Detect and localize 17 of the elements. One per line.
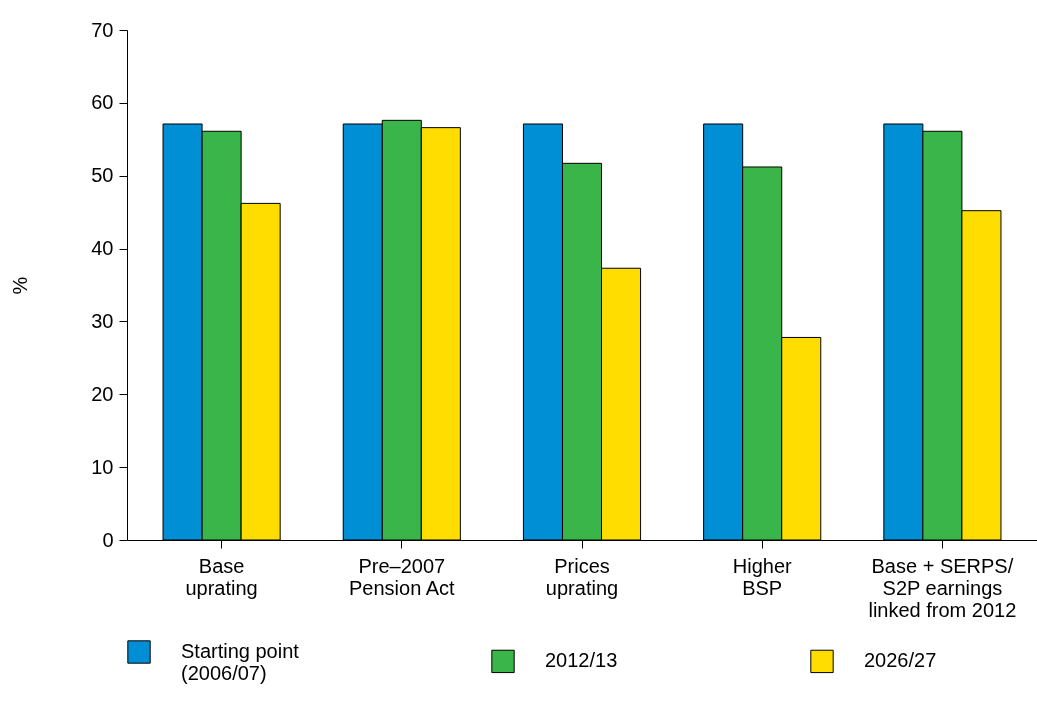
x-tick-label: Base + SERPS/ S2P earnings linked from 2012 bbox=[868, 554, 1017, 621]
x-tick-label: Base uprating bbox=[185, 554, 258, 599]
y-tick-label: 40 bbox=[91, 237, 114, 260]
y-tick-label: 30 bbox=[91, 309, 114, 332]
y-tick-label: 0 bbox=[102, 528, 114, 551]
legend-label: Starting point (2006/07) bbox=[181, 640, 300, 684]
x-tick-label: Pre–2007 Pension Act bbox=[348, 554, 456, 599]
y-tick-label: 20 bbox=[91, 382, 114, 405]
legend-label: 2012/13 bbox=[545, 649, 618, 672]
y-tick-label: 70 bbox=[91, 18, 114, 41]
y-tick-label: 60 bbox=[91, 91, 114, 114]
y-axis-title: % bbox=[9, 276, 32, 295]
y-tick-label: 10 bbox=[91, 455, 114, 478]
legend-label: 2026/27 bbox=[864, 649, 937, 672]
y-tick-label: 50 bbox=[91, 164, 114, 187]
x-tick-label: Prices uprating bbox=[545, 554, 619, 599]
x-tick-label: Higher BSP bbox=[732, 554, 792, 599]
